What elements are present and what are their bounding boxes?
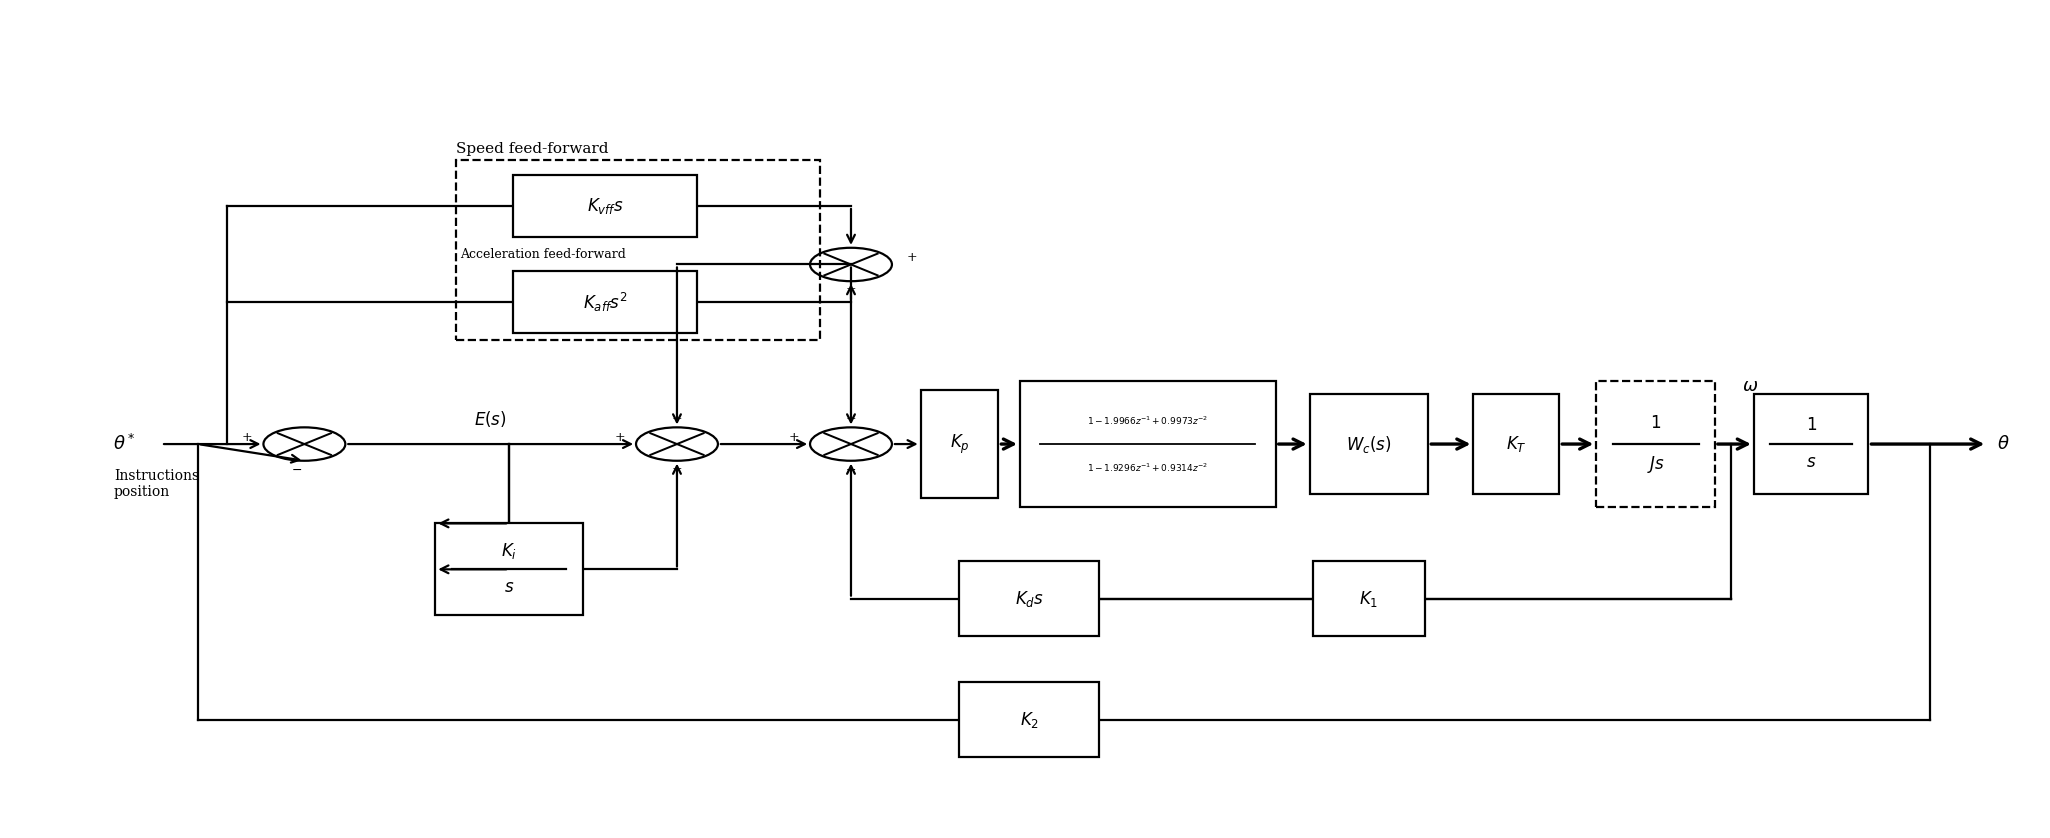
Text: $W_c(s)$: $W_c(s)$	[1347, 433, 1392, 454]
Text: Speed feed-forward: Speed feed-forward	[455, 142, 609, 156]
Text: $1-1.9966z^{-1}+0.9973z^{-2}$: $1-1.9966z^{-1}+0.9973z^{-2}$	[1086, 415, 1210, 427]
Text: $K_T$: $K_T$	[1507, 434, 1527, 454]
FancyBboxPatch shape	[1310, 394, 1429, 494]
Text: Instructions
position: Instructions position	[115, 469, 199, 499]
FancyBboxPatch shape	[1312, 561, 1425, 636]
Text: $E(s)$: $E(s)$	[474, 409, 506, 429]
Text: +: +	[672, 463, 683, 476]
Text: +: +	[672, 412, 683, 426]
Text: $\omega$: $\omega$	[1742, 376, 1757, 395]
Text: $K_d s$: $K_d s$	[1015, 588, 1043, 608]
Text: $1-1.9296z^{-1}+0.9314z^{-2}$: $1-1.9296z^{-1}+0.9314z^{-2}$	[1086, 461, 1207, 473]
FancyBboxPatch shape	[959, 561, 1099, 636]
Text: $\theta^*$: $\theta^*$	[113, 434, 135, 454]
FancyBboxPatch shape	[1474, 394, 1560, 494]
FancyBboxPatch shape	[435, 524, 582, 615]
Text: $-$: $-$	[845, 463, 857, 476]
FancyBboxPatch shape	[959, 682, 1099, 758]
Text: +: +	[847, 412, 857, 426]
Text: $Js$: $Js$	[1646, 454, 1665, 475]
Text: +: +	[242, 431, 252, 444]
Text: +: +	[789, 431, 800, 444]
Text: +: +	[906, 251, 918, 264]
Text: $-$: $-$	[291, 463, 301, 476]
Text: $K_2$: $K_2$	[1019, 710, 1039, 730]
Text: $\theta$: $\theta$	[1997, 435, 2009, 453]
FancyBboxPatch shape	[1755, 394, 1868, 494]
Text: Acceleration feed-forward: Acceleration feed-forward	[459, 247, 625, 261]
FancyBboxPatch shape	[1597, 381, 1716, 507]
Text: $s$: $s$	[1806, 454, 1816, 471]
FancyBboxPatch shape	[512, 271, 697, 334]
FancyBboxPatch shape	[512, 174, 697, 237]
Text: $K_1$: $K_1$	[1359, 588, 1378, 608]
Text: $1$: $1$	[1650, 415, 1660, 432]
Text: +: +	[615, 431, 625, 444]
FancyBboxPatch shape	[1021, 381, 1275, 507]
Text: $K_{vff}s$: $K_{vff}s$	[586, 196, 623, 216]
Text: $1$: $1$	[1806, 417, 1816, 434]
Text: $K_{aff}s^2$: $K_{aff}s^2$	[582, 291, 627, 313]
FancyBboxPatch shape	[920, 390, 998, 499]
Text: +: +	[847, 283, 857, 296]
Text: $K_i$: $K_i$	[500, 541, 517, 561]
Text: $K_p$: $K_p$	[949, 432, 970, 456]
Text: $s$: $s$	[504, 579, 515, 596]
